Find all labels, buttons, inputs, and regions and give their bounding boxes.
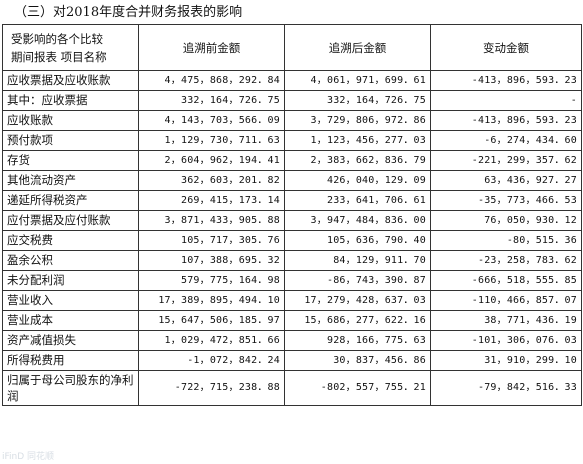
table-row: 其中：应收票据 332，164，726．75 332，164，726．75 - — [2, 90, 582, 111]
row-item-name: 存货 — [2, 150, 139, 171]
row-before-value: 107，388，695．32 — [138, 250, 285, 271]
row-item-name: 营业成本 — [2, 310, 139, 331]
row-item-name: 其中：应收票据 — [2, 90, 139, 111]
row-change-value: -101，306，076．03 — [430, 330, 582, 351]
header-change: 变动金额 — [430, 24, 582, 71]
row-item-name: 预付款项 — [2, 130, 139, 151]
row-item-name: 未分配利润 — [2, 270, 139, 291]
table-row: 归属于母公司股东的净利润 -722，715，238．88 -802，557，75… — [2, 370, 582, 406]
header-after: 追溯后金额 — [284, 24, 431, 71]
financial-impact-table: 受影响的各个比较 期间报表 项目名称 追溯前金额 追溯后金额 变动金额 应收票据… — [2, 24, 582, 406]
header-item-name: 受影响的各个比较 期间报表 项目名称 — [2, 24, 139, 71]
row-before-value: 4，475，868，292．84 — [138, 70, 285, 91]
row-before-value: 269，415，173．14 — [138, 190, 285, 211]
row-item-name: 资产减值损失 — [2, 330, 139, 351]
header-item-name-line1: 受影响的各个比较 — [11, 31, 103, 46]
row-change-value: -413，896，593．23 — [430, 70, 582, 91]
row-item-name: 归属于母公司股东的净利润 — [2, 370, 139, 406]
row-after-value: -86，743，390．87 — [284, 270, 431, 291]
row-after-value: 105，636，790．40 — [284, 230, 431, 251]
row-item-name: 营业收入 — [2, 290, 139, 311]
row-after-value: -802，557，755．21 — [284, 370, 431, 406]
row-item-name: 应收票据及应收账款 — [2, 70, 139, 91]
row-before-value: 17，389，895，494．10 — [138, 290, 285, 311]
row-change-value: -35，773，466．53 — [430, 190, 582, 211]
row-after-value: 332，164，726．75 — [284, 90, 431, 111]
row-change-value: -80，515．36 — [430, 230, 582, 251]
row-item-name: 应交税费 — [2, 230, 139, 251]
table-row: 应收票据及应收账款 4，475，868，292．84 4，061，971，699… — [2, 70, 582, 91]
row-change-value: -110，466，857．07 — [430, 290, 582, 311]
row-after-value: 84，129，911．70 — [284, 250, 431, 271]
row-change-value: 31，910，299．10 — [430, 350, 582, 371]
row-before-value: 4，143，703，566．09 — [138, 110, 285, 131]
table-row: 应收账款 4，143，703，566．09 3，729，806，972．86 -… — [2, 110, 582, 131]
table-row: 营业收入 17，389，895，494．10 17，279，428，637．03… — [2, 290, 582, 311]
row-before-value: 1，029，472，851．66 — [138, 330, 285, 351]
row-after-value: 4，061，971，699．61 — [284, 70, 431, 91]
row-after-value: 3，947，484，836．00 — [284, 210, 431, 231]
table-row: 营业成本 15，647，506，185．97 15，686，277，622．16… — [2, 310, 582, 331]
row-item-name: 递延所得税资产 — [2, 190, 139, 211]
row-before-value: 1，129，730，711．63 — [138, 130, 285, 151]
row-after-value: 2，383，662，836．79 — [284, 150, 431, 171]
row-after-value: 233，641，706．61 — [284, 190, 431, 211]
row-change-value: -413，896，593．23 — [430, 110, 582, 131]
row-item-name: 其他流动资产 — [2, 170, 139, 191]
row-before-value: 15，647，506，185．97 — [138, 310, 285, 331]
row-before-value: 579，775，164．98 — [138, 270, 285, 291]
row-change-value: -221，299，357．62 — [430, 150, 582, 171]
table-row: 所得税费用 -1，072，842．24 30，837，456．86 31，910… — [2, 350, 582, 371]
row-change-value: -6，274，434．60 — [430, 130, 582, 151]
row-change-value: 63，436，927．27 — [430, 170, 582, 191]
row-after-value: 15，686，277，622．16 — [284, 310, 431, 331]
row-before-value: 2，604，962，194．41 — [138, 150, 285, 171]
table-row: 预付款项 1，129，730，711．63 1，123，456，277．03 -… — [2, 130, 582, 151]
table-row: 盈余公积 107，388，695．32 84，129，911．70 -23，25… — [2, 250, 582, 271]
row-before-value: -1，072，842．24 — [138, 350, 285, 371]
row-after-value: 426，040，129．09 — [284, 170, 431, 191]
row-change-value: 38，771，436．19 — [430, 310, 582, 331]
row-item-name: 所得税费用 — [2, 350, 139, 371]
row-before-value: 3，871，433，905．88 — [138, 210, 285, 231]
table-row: 应交税费 105，717，305．76 105，636，790．40 -80，5… — [2, 230, 582, 251]
row-change-value: -23，258，783．62 — [430, 250, 582, 271]
table-row: 未分配利润 579，775，164．98 -86，743，390．87 -666… — [2, 270, 582, 291]
row-change-value: -666，518，555．85 — [430, 270, 582, 291]
row-after-value: 928，166，775．63 — [284, 330, 431, 351]
section-title: （三）对2018年度合并财务报表的影响 — [14, 5, 243, 20]
row-before-value: -722，715，238．88 — [138, 370, 285, 406]
header-before: 追溯前金额 — [138, 24, 285, 71]
row-change-value: - — [430, 90, 582, 111]
row-after-value: 3，729，806，972．86 — [284, 110, 431, 131]
row-before-value: 332，164，726．75 — [138, 90, 285, 111]
row-after-value: 1，123，456，277．03 — [284, 130, 431, 151]
watermark: iFinD 同花顺 — [2, 452, 55, 462]
row-after-value: 17，279，428，637．03 — [284, 290, 431, 311]
header-item-name-line2: 期间报表 项目名称 — [11, 49, 107, 64]
table-header-row: 受影响的各个比较 期间报表 项目名称 追溯前金额 追溯后金额 变动金额 — [2, 24, 582, 71]
table-row: 应付票据及应付账款 3，871，433，905．88 3，947，484，836… — [2, 210, 582, 231]
row-after-value: 30，837，456．86 — [284, 350, 431, 371]
table-row: 递延所得税资产 269，415，173．14 233，641，706．61 -3… — [2, 190, 582, 211]
row-item-name: 应付票据及应付账款 — [2, 210, 139, 231]
table-row: 存货 2，604，962，194．41 2，383，662，836．79 -22… — [2, 150, 582, 171]
row-item-name: 应收账款 — [2, 110, 139, 131]
row-item-name: 盈余公积 — [2, 250, 139, 271]
row-before-value: 105，717，305．76 — [138, 230, 285, 251]
table-row: 资产减值损失 1，029，472，851．66 928，166，775．63 -… — [2, 330, 582, 351]
table-row: 其他流动资产 362，603，201．82 426，040，129．09 63，… — [2, 170, 582, 191]
row-change-value: -79，842，516．33 — [430, 370, 582, 406]
row-before-value: 362，603，201．82 — [138, 170, 285, 191]
row-change-value: 76，050，930．12 — [430, 210, 582, 231]
